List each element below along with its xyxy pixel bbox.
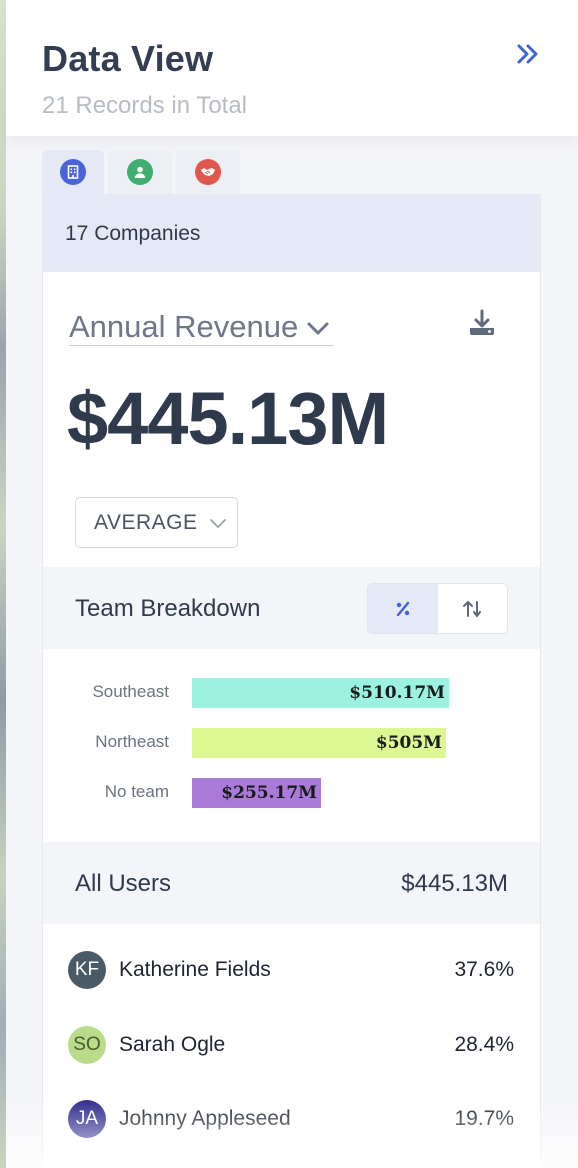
tab-deals[interactable] (176, 150, 240, 194)
page-title: Data View (42, 38, 214, 79)
avatar: JA (68, 1100, 106, 1138)
percent-icon (396, 601, 410, 616)
avatar: KF (68, 951, 106, 989)
team-breakdown-title: Team Breakdown (75, 595, 261, 622)
user-row[interactable]: KF Katherine Fields 37.6% (43, 931, 540, 1005)
aggregation-label: AVERAGE (94, 510, 198, 534)
tab-companies[interactable] (42, 150, 104, 194)
aggregation-dropdown[interactable]: AVERAGE (75, 497, 238, 548)
tab-people[interactable] (108, 150, 172, 194)
all-users-header: All Users $445.13M (43, 842, 540, 924)
team-breakdown-header: Team Breakdown (43, 567, 540, 649)
bar-southeast[interactable] (192, 678, 449, 708)
bar-value-label: $255.17M (221, 783, 317, 803)
double-chevron-right-icon (517, 44, 538, 64)
summary-card: 17 Companies Annual Revenue $445.13M AVE… (42, 194, 541, 1168)
companies-count: 17 Companies (65, 222, 201, 245)
collapse-button[interactable] (512, 38, 544, 70)
user-name: Johnny Appleseed (119, 1107, 291, 1130)
breakdown-mode-toggle (367, 583, 508, 634)
person-icon (127, 159, 153, 185)
panel-header: Data View 21 Records in Total (6, 0, 578, 136)
sort-mode-button[interactable] (438, 584, 507, 633)
avatar: SO (68, 1026, 106, 1064)
download-button[interactable] (467, 308, 497, 338)
bar-label: Southeast (92, 682, 169, 701)
all-users-total: $445.13M (401, 870, 508, 897)
bar-no-team[interactable] (192, 778, 321, 808)
user-percent: 28.4% (454, 1033, 514, 1056)
bar-value-label: $505M (375, 733, 442, 753)
percent-mode-button[interactable] (368, 584, 438, 633)
user-percent: 37.6% (454, 958, 514, 981)
background-edge (0, 0, 6, 1168)
handshake-icon (195, 159, 221, 185)
chevron-down-icon (307, 322, 329, 334)
companies-header: 17 Companies (43, 194, 540, 272)
all-users-title: All Users (75, 870, 172, 897)
bar-label: Northeast (95, 732, 169, 751)
metric-dropdown[interactable]: Annual Revenue (69, 308, 335, 346)
bar-northeast[interactable] (192, 728, 446, 758)
download-icon (470, 309, 494, 335)
bar-value-label: $510.17M (349, 683, 445, 703)
user-percent: 19.7% (454, 1107, 514, 1130)
user-row[interactable]: SO Sarah Ogle 28.4% (43, 1006, 540, 1080)
records-count: 21 Records in Total (42, 92, 248, 119)
data-view-panel: Data View 21 Records in Total (6, 0, 578, 1168)
building-icon (60, 159, 86, 185)
sort-icon (463, 600, 481, 617)
metric-value: $445.13M (67, 377, 389, 460)
metric-label: Annual Revenue (69, 308, 299, 344)
user-name: Sarah Ogle (119, 1033, 226, 1056)
bar-label: No team (104, 782, 169, 801)
chevron-down-icon (210, 518, 227, 528)
user-row[interactable]: JA Johnny Appleseed 19.7% (43, 1080, 540, 1154)
user-name: Katherine Fields (119, 958, 271, 981)
